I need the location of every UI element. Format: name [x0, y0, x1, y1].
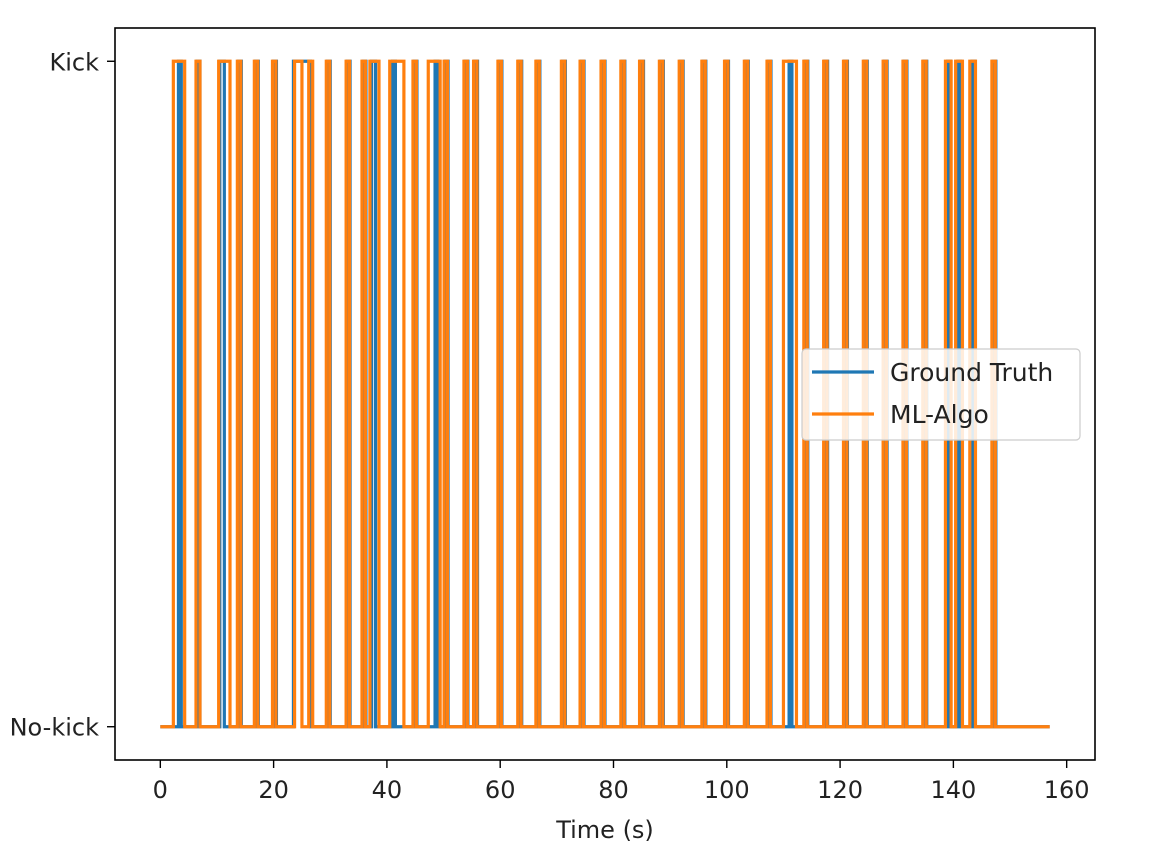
x-axis-label: Time (s) [555, 816, 654, 844]
x-tick-label: 20 [258, 776, 289, 804]
legend-label: ML-Algo [890, 400, 989, 429]
legend: Ground Truth ML-Algo [801, 348, 1081, 441]
x-tick-label: 120 [817, 776, 863, 804]
axes-layer: 0 20 40 60 80 100 120 140 160 No-kick Kick [10, 48, 1090, 804]
y-tick-label: No-kick [10, 714, 100, 742]
plot-frame [114, 27, 1096, 761]
x-tick-label: 160 [1044, 776, 1090, 804]
x-tick-label: 100 [704, 776, 750, 804]
x-tick-label: 140 [930, 776, 976, 804]
x-tick-label: 40 [372, 776, 403, 804]
x-tick-label: 80 [598, 776, 629, 804]
y-tick-label: Kick [50, 48, 100, 76]
legend-label: Ground Truth [890, 358, 1053, 387]
x-tick-label: 60 [485, 776, 516, 804]
x-tick-label: 0 [153, 776, 168, 804]
